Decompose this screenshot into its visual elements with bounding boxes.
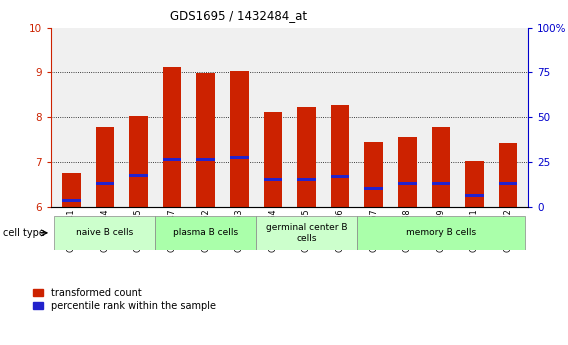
Bar — [95, 127, 114, 207]
Bar — [256, 216, 357, 250]
Bar — [365, 142, 383, 207]
Bar — [163, 67, 181, 207]
Text: germinal center B
cells: germinal center B cells — [266, 223, 347, 243]
Bar — [130, 174, 148, 177]
Text: plasma B cells: plasma B cells — [173, 228, 238, 237]
Bar — [331, 105, 349, 207]
Bar — [264, 112, 282, 207]
Bar — [197, 158, 215, 161]
Text: naive B cells: naive B cells — [76, 228, 133, 237]
Text: memory B cells: memory B cells — [406, 228, 476, 237]
Bar — [297, 178, 316, 181]
Bar — [55, 216, 155, 250]
Bar — [499, 143, 517, 207]
Bar — [62, 199, 81, 202]
Bar — [230, 156, 249, 159]
Bar — [264, 178, 282, 181]
Bar — [95, 182, 114, 185]
Bar — [331, 175, 349, 178]
Bar — [398, 138, 416, 207]
Bar — [230, 71, 249, 207]
Bar — [197, 73, 215, 207]
Text: GDS1695 / 1432484_at: GDS1695 / 1432484_at — [170, 9, 307, 22]
Bar — [357, 216, 525, 250]
Bar — [155, 216, 256, 250]
Bar — [499, 182, 517, 185]
Bar — [465, 194, 484, 197]
Bar — [432, 127, 450, 207]
Bar — [163, 158, 181, 161]
Legend: transformed count, percentile rank within the sample: transformed count, percentile rank withi… — [34, 288, 216, 311]
Bar — [432, 182, 450, 185]
Bar — [465, 161, 484, 207]
Bar — [297, 107, 316, 207]
Bar — [398, 182, 416, 185]
Bar — [130, 116, 148, 207]
Bar — [62, 173, 81, 207]
Bar — [365, 187, 383, 190]
Text: cell type: cell type — [3, 228, 45, 238]
